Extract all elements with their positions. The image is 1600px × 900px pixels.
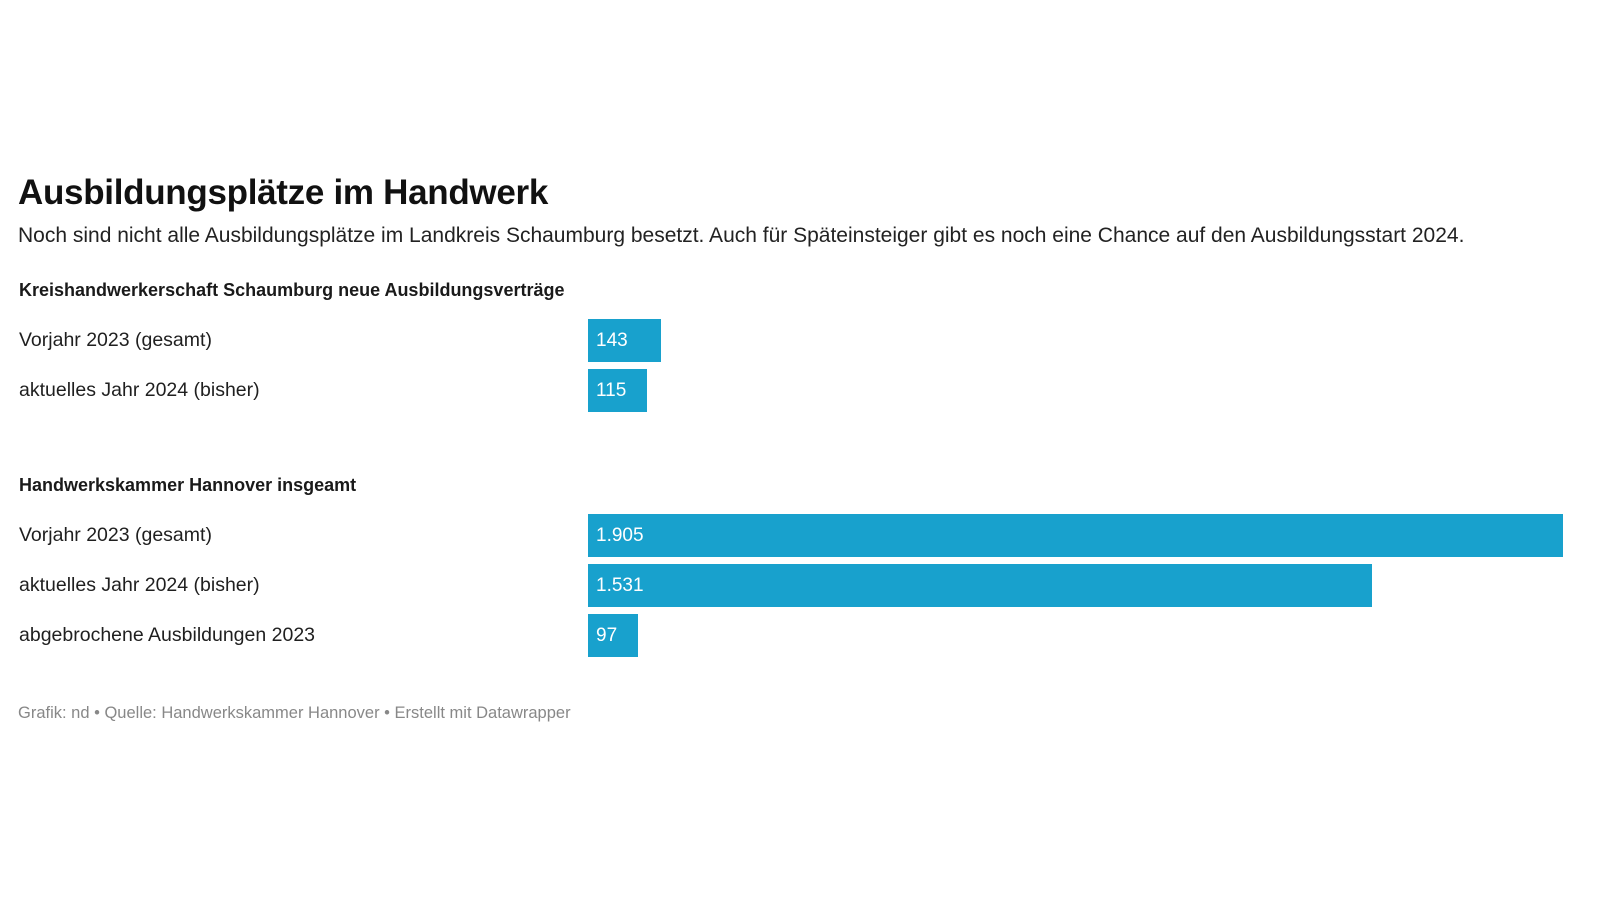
bar-row: abgebrochene Ausbildungen 2023 97 — [18, 614, 1590, 664]
category-label: Vorjahr 2023 (gesamt) — [19, 329, 212, 351]
bar — [588, 319, 661, 362]
group-heading: Kreishandwerkerschaft Schaumburg neue Au… — [19, 280, 565, 300]
chart-subtitle: Noch sind nicht alle Ausbildungsplätze i… — [18, 224, 1465, 247]
bar-row: aktuelles Jahr 2024 (bisher) 1.531 — [18, 564, 1590, 614]
chart-footer: Grafik: nd • Quelle: Handwerkskammer Han… — [18, 704, 571, 722]
bar — [588, 564, 1372, 607]
bar-group: Handwerkskammer Hannover insgeamt Vorjahr… — [18, 473, 1590, 664]
category-label: aktuelles Jahr 2024 (bisher) — [19, 379, 260, 401]
chart-title: Ausbildungsplätze im Handwerk — [18, 173, 548, 212]
bar — [588, 614, 638, 657]
group-heading: Handwerkskammer Hannover insgeamt — [19, 475, 357, 495]
category-label: abgebrochene Ausbildungen 2023 — [19, 624, 316, 646]
category-label: Vorjahr 2023 (gesamt) — [19, 524, 212, 546]
bar-value-label: 115 — [596, 380, 627, 401]
bar-value-label: 1.905 — [596, 525, 644, 546]
bar-row: Vorjahr 2023 (gesamt) 1.905 — [18, 514, 1590, 564]
category-label: aktuelles Jahr 2024 (bisher) — [19, 574, 260, 596]
chart-body: Kreishandwerkerschaft Schaumburg neue Au… — [18, 278, 1590, 664]
bar-group: Kreishandwerkerschaft Schaumburg neue Au… — [18, 278, 1590, 419]
bar-value-label: 1.531 — [596, 575, 644, 596]
bar — [588, 514, 1563, 557]
bar — [588, 369, 647, 412]
bar-value-label: 143 — [596, 330, 628, 351]
bar-row: aktuelles Jahr 2024 (bisher) 115 — [18, 369, 1590, 419]
bar-row: Vorjahr 2023 (gesamt) 143 — [18, 319, 1590, 369]
bar-chart: Ausbildungsplätze im Handwerk Noch sind … — [18, 172, 1590, 664]
bar-value-label: 97 — [596, 625, 618, 646]
